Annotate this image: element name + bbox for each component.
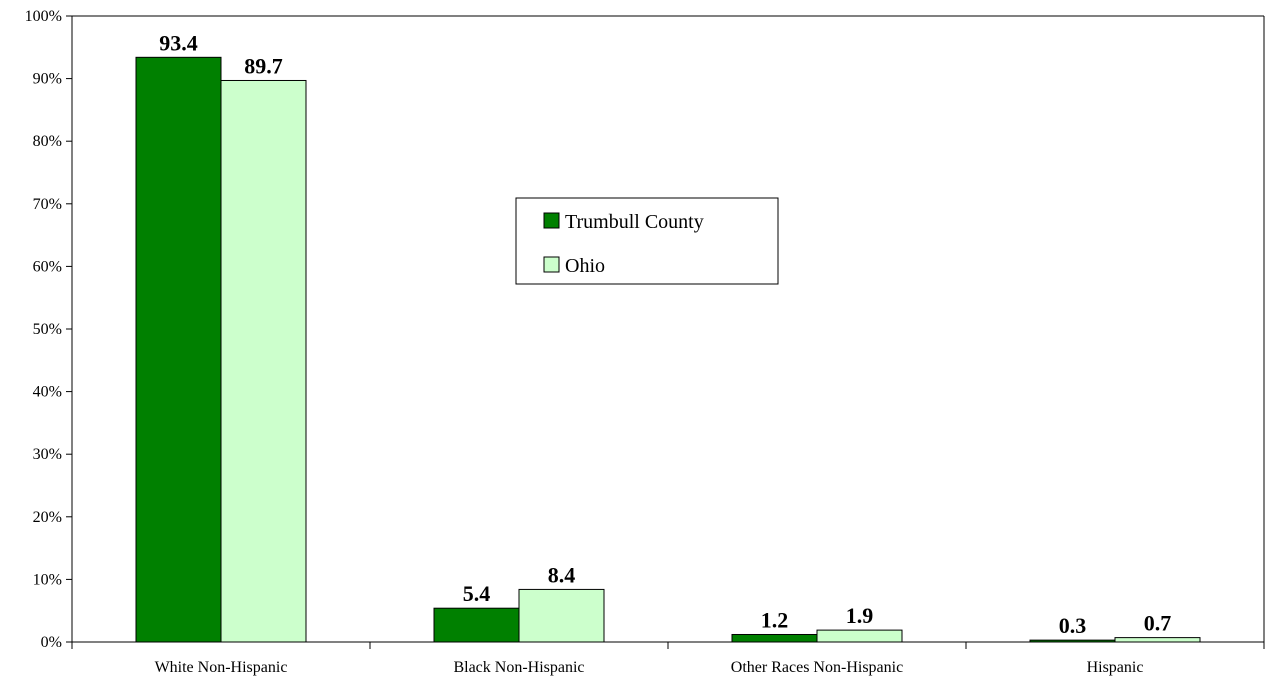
x-tick-label: Other Races Non-Hispanic: [731, 659, 903, 676]
legend-swatch-trumbull: [543, 212, 560, 229]
data-label: 93.4: [159, 30, 198, 55]
bar: [135, 56, 222, 643]
legend-label-ohio: Ohio: [565, 255, 605, 277]
bar: [518, 588, 605, 643]
data-label: 8.4: [548, 562, 576, 587]
y-tick-label: 20%: [33, 509, 62, 526]
y-tick-label: 10%: [33, 571, 62, 588]
x-axis: White Non-Hispanic Black Non-Hispanic Othe…: [71, 642, 1265, 676]
y-tick-label: 30%: [33, 446, 62, 463]
y-tick-label: 60%: [33, 258, 62, 275]
bar: [731, 633, 818, 643]
y-tick-label: 80%: [33, 133, 62, 150]
legend-swatch-ohio: [543, 256, 560, 273]
x-tick-label: White Non-Hispanic: [155, 659, 288, 676]
legend: Trumbull County Ohio: [515, 197, 779, 285]
x-tick-label: Hispanic: [1087, 659, 1144, 676]
x-tick-label: Black Non-Hispanic: [453, 659, 584, 676]
y-tick-label: 50%: [33, 321, 62, 338]
y-tick-label: 100%: [25, 8, 62, 25]
data-label: 1.2: [761, 607, 789, 632]
y-tick-label: 70%: [33, 196, 62, 213]
y-tick-label: 0%: [41, 634, 62, 651]
data-label: 0.3: [1059, 613, 1087, 638]
y-axis: 0% 10% 20% 30% 40% 50% 60% 70% 80% 90% 100%: [25, 8, 72, 651]
legend-box: [515, 197, 779, 285]
bar: [433, 607, 520, 643]
bar: [816, 629, 903, 643]
data-labels: 93.4 5.4 1.2 0.3 89.7 8.4 1.9 0.7: [159, 30, 1171, 638]
data-label: 5.4: [463, 581, 491, 606]
data-label: 1.9: [846, 603, 874, 628]
bars: [135, 56, 1201, 643]
legend-label-trumbull: Trumbull County: [565, 211, 704, 233]
y-tick-label: 40%: [33, 384, 62, 401]
data-label: 89.7: [244, 53, 283, 78]
bar: [1029, 639, 1116, 643]
bar: [220, 79, 307, 643]
data-label: 0.7: [1144, 611, 1172, 636]
y-tick-label: 90%: [33, 71, 62, 88]
bar: [1114, 637, 1201, 643]
